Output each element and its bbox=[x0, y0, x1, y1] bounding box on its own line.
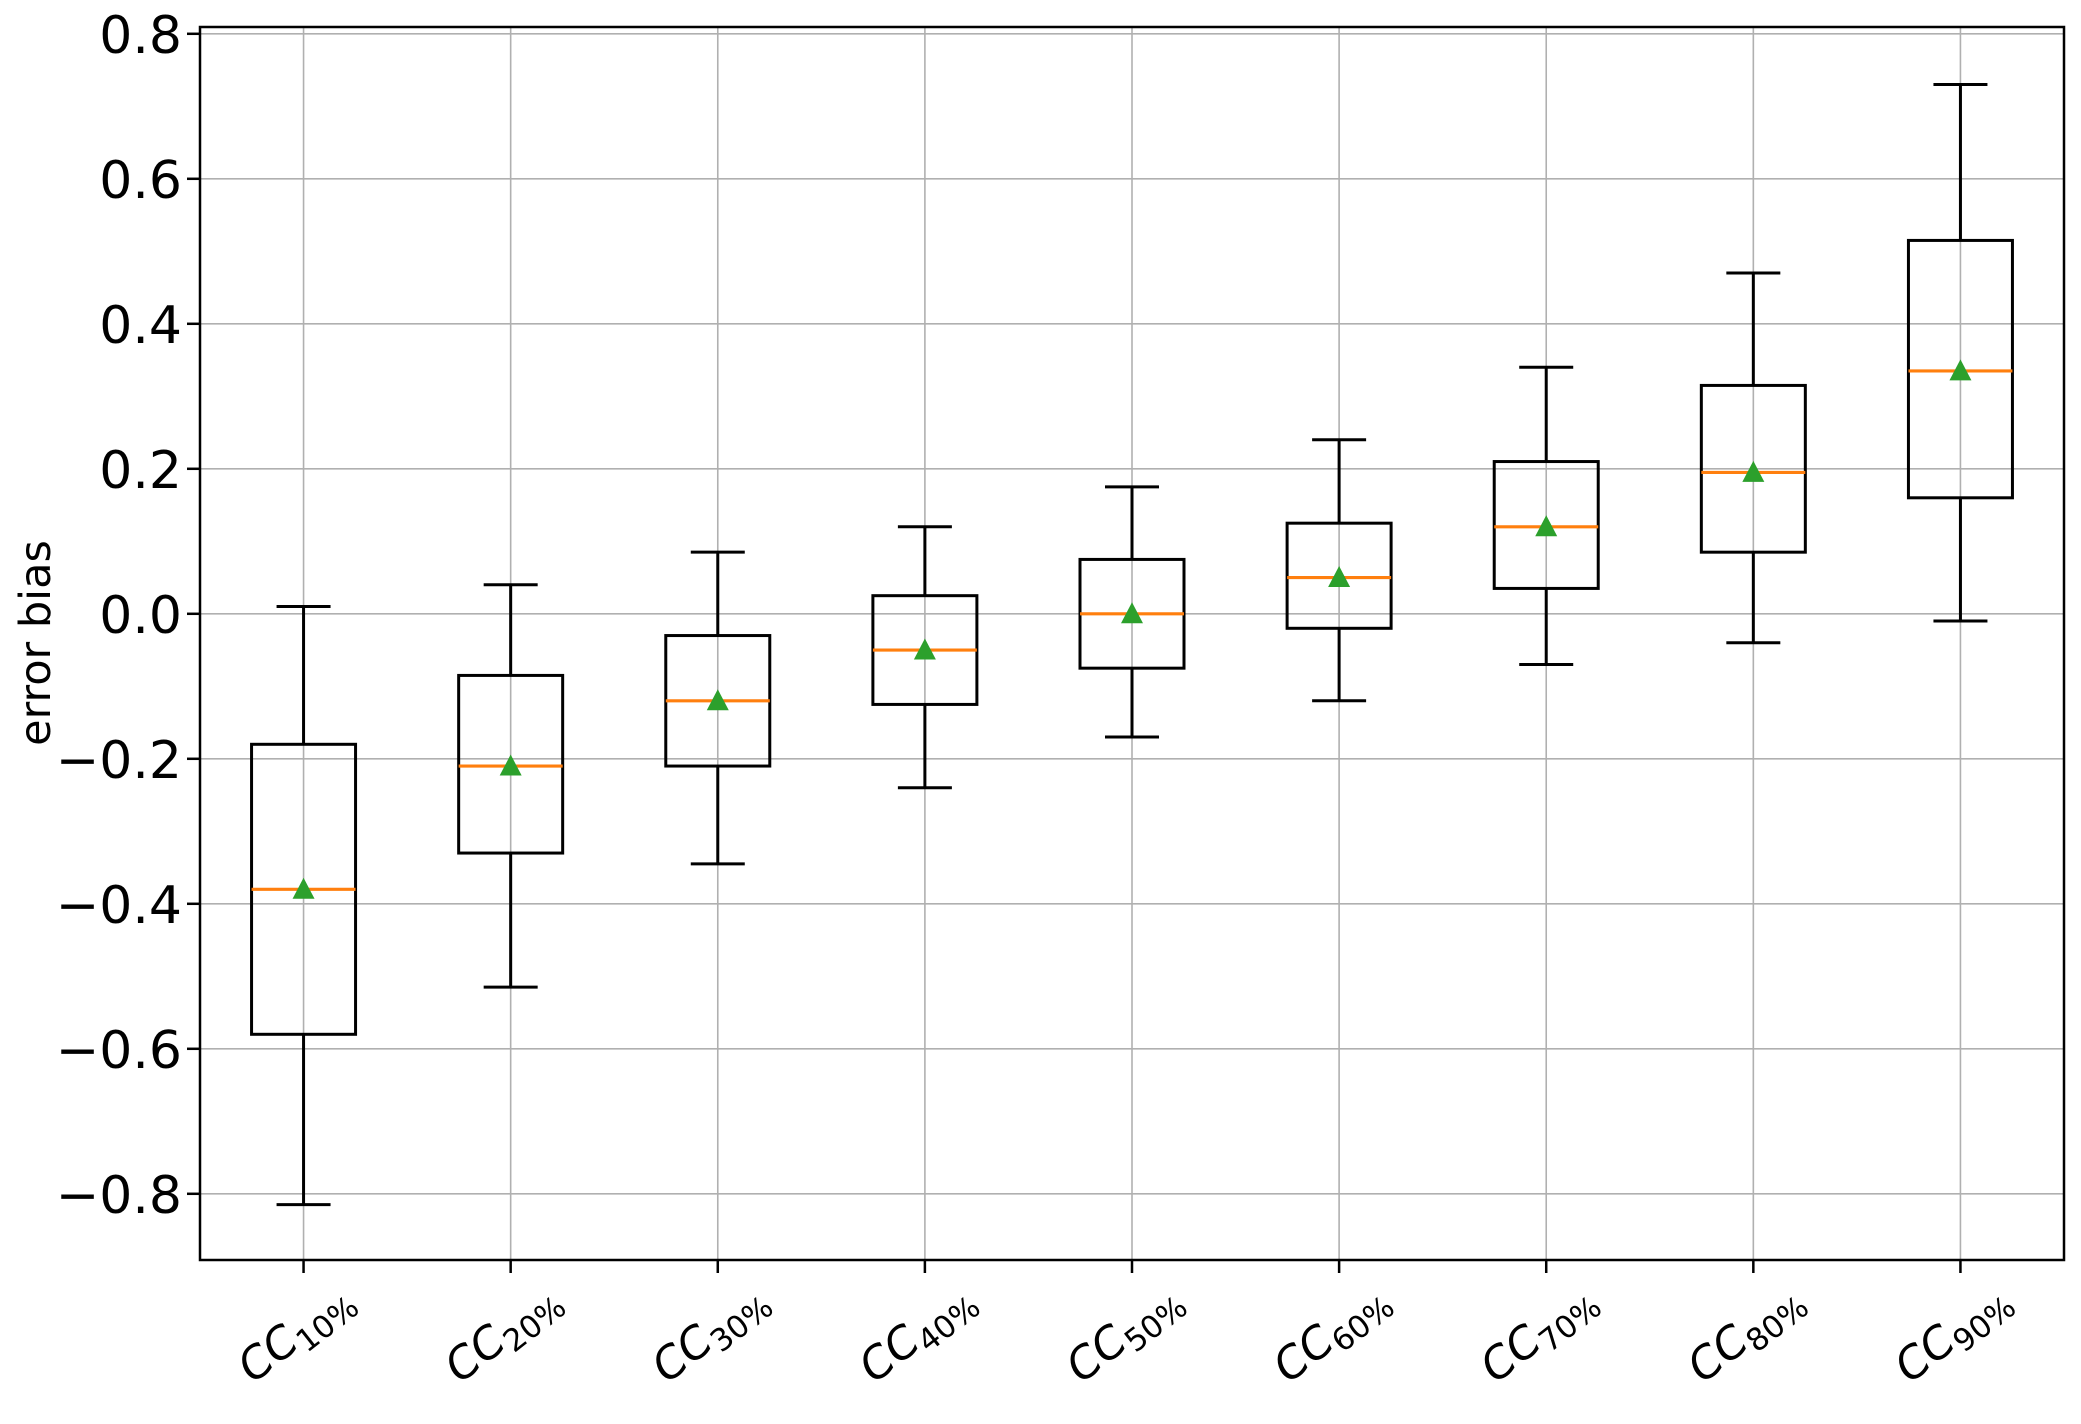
y-tick-label: 0.0 bbox=[99, 586, 182, 646]
y-tick-label: −0.2 bbox=[56, 731, 182, 791]
y-tick-label: 0.4 bbox=[99, 296, 182, 356]
x-tick-label: CC80% bbox=[1678, 1272, 1816, 1397]
x-tick-label: CC50% bbox=[1057, 1272, 1195, 1397]
y-tick-label: −0.4 bbox=[56, 876, 182, 936]
iqr-box bbox=[1699, 383, 1807, 554]
mean-marker bbox=[706, 689, 729, 711]
x-tick-label: CC90% bbox=[1885, 1272, 2023, 1397]
x-tick-label: CC30% bbox=[642, 1272, 780, 1397]
y-tick-label: −0.8 bbox=[56, 1166, 182, 1226]
x-tick-label: CC20% bbox=[435, 1272, 573, 1397]
x-tick-label: CC40% bbox=[850, 1272, 988, 1397]
mean-marker bbox=[499, 754, 522, 776]
iqr-box bbox=[1285, 521, 1393, 630]
iqr-box bbox=[1906, 238, 2014, 500]
mean-marker bbox=[913, 638, 936, 660]
x-tick-label: CC60% bbox=[1264, 1272, 1402, 1397]
iqr-box bbox=[457, 673, 565, 855]
y-tick-label: 0.6 bbox=[99, 151, 182, 211]
x-tick-label: CC70% bbox=[1471, 1272, 1609, 1397]
plot-frame bbox=[198, 25, 2066, 1262]
mean-marker bbox=[1742, 460, 1765, 482]
y-tick-label: −0.6 bbox=[56, 1021, 182, 1081]
mean-marker bbox=[1949, 359, 1972, 381]
mean-marker bbox=[1121, 602, 1143, 624]
mean-marker bbox=[1328, 566, 1351, 588]
y-tick-label: 0.8 bbox=[99, 6, 182, 66]
mean-marker bbox=[292, 877, 315, 899]
x-tick-label: CC10% bbox=[228, 1272, 366, 1397]
y-tick-label: 0.2 bbox=[99, 441, 182, 501]
mean-marker bbox=[1535, 515, 1558, 537]
iqr-box bbox=[1492, 460, 1600, 590]
